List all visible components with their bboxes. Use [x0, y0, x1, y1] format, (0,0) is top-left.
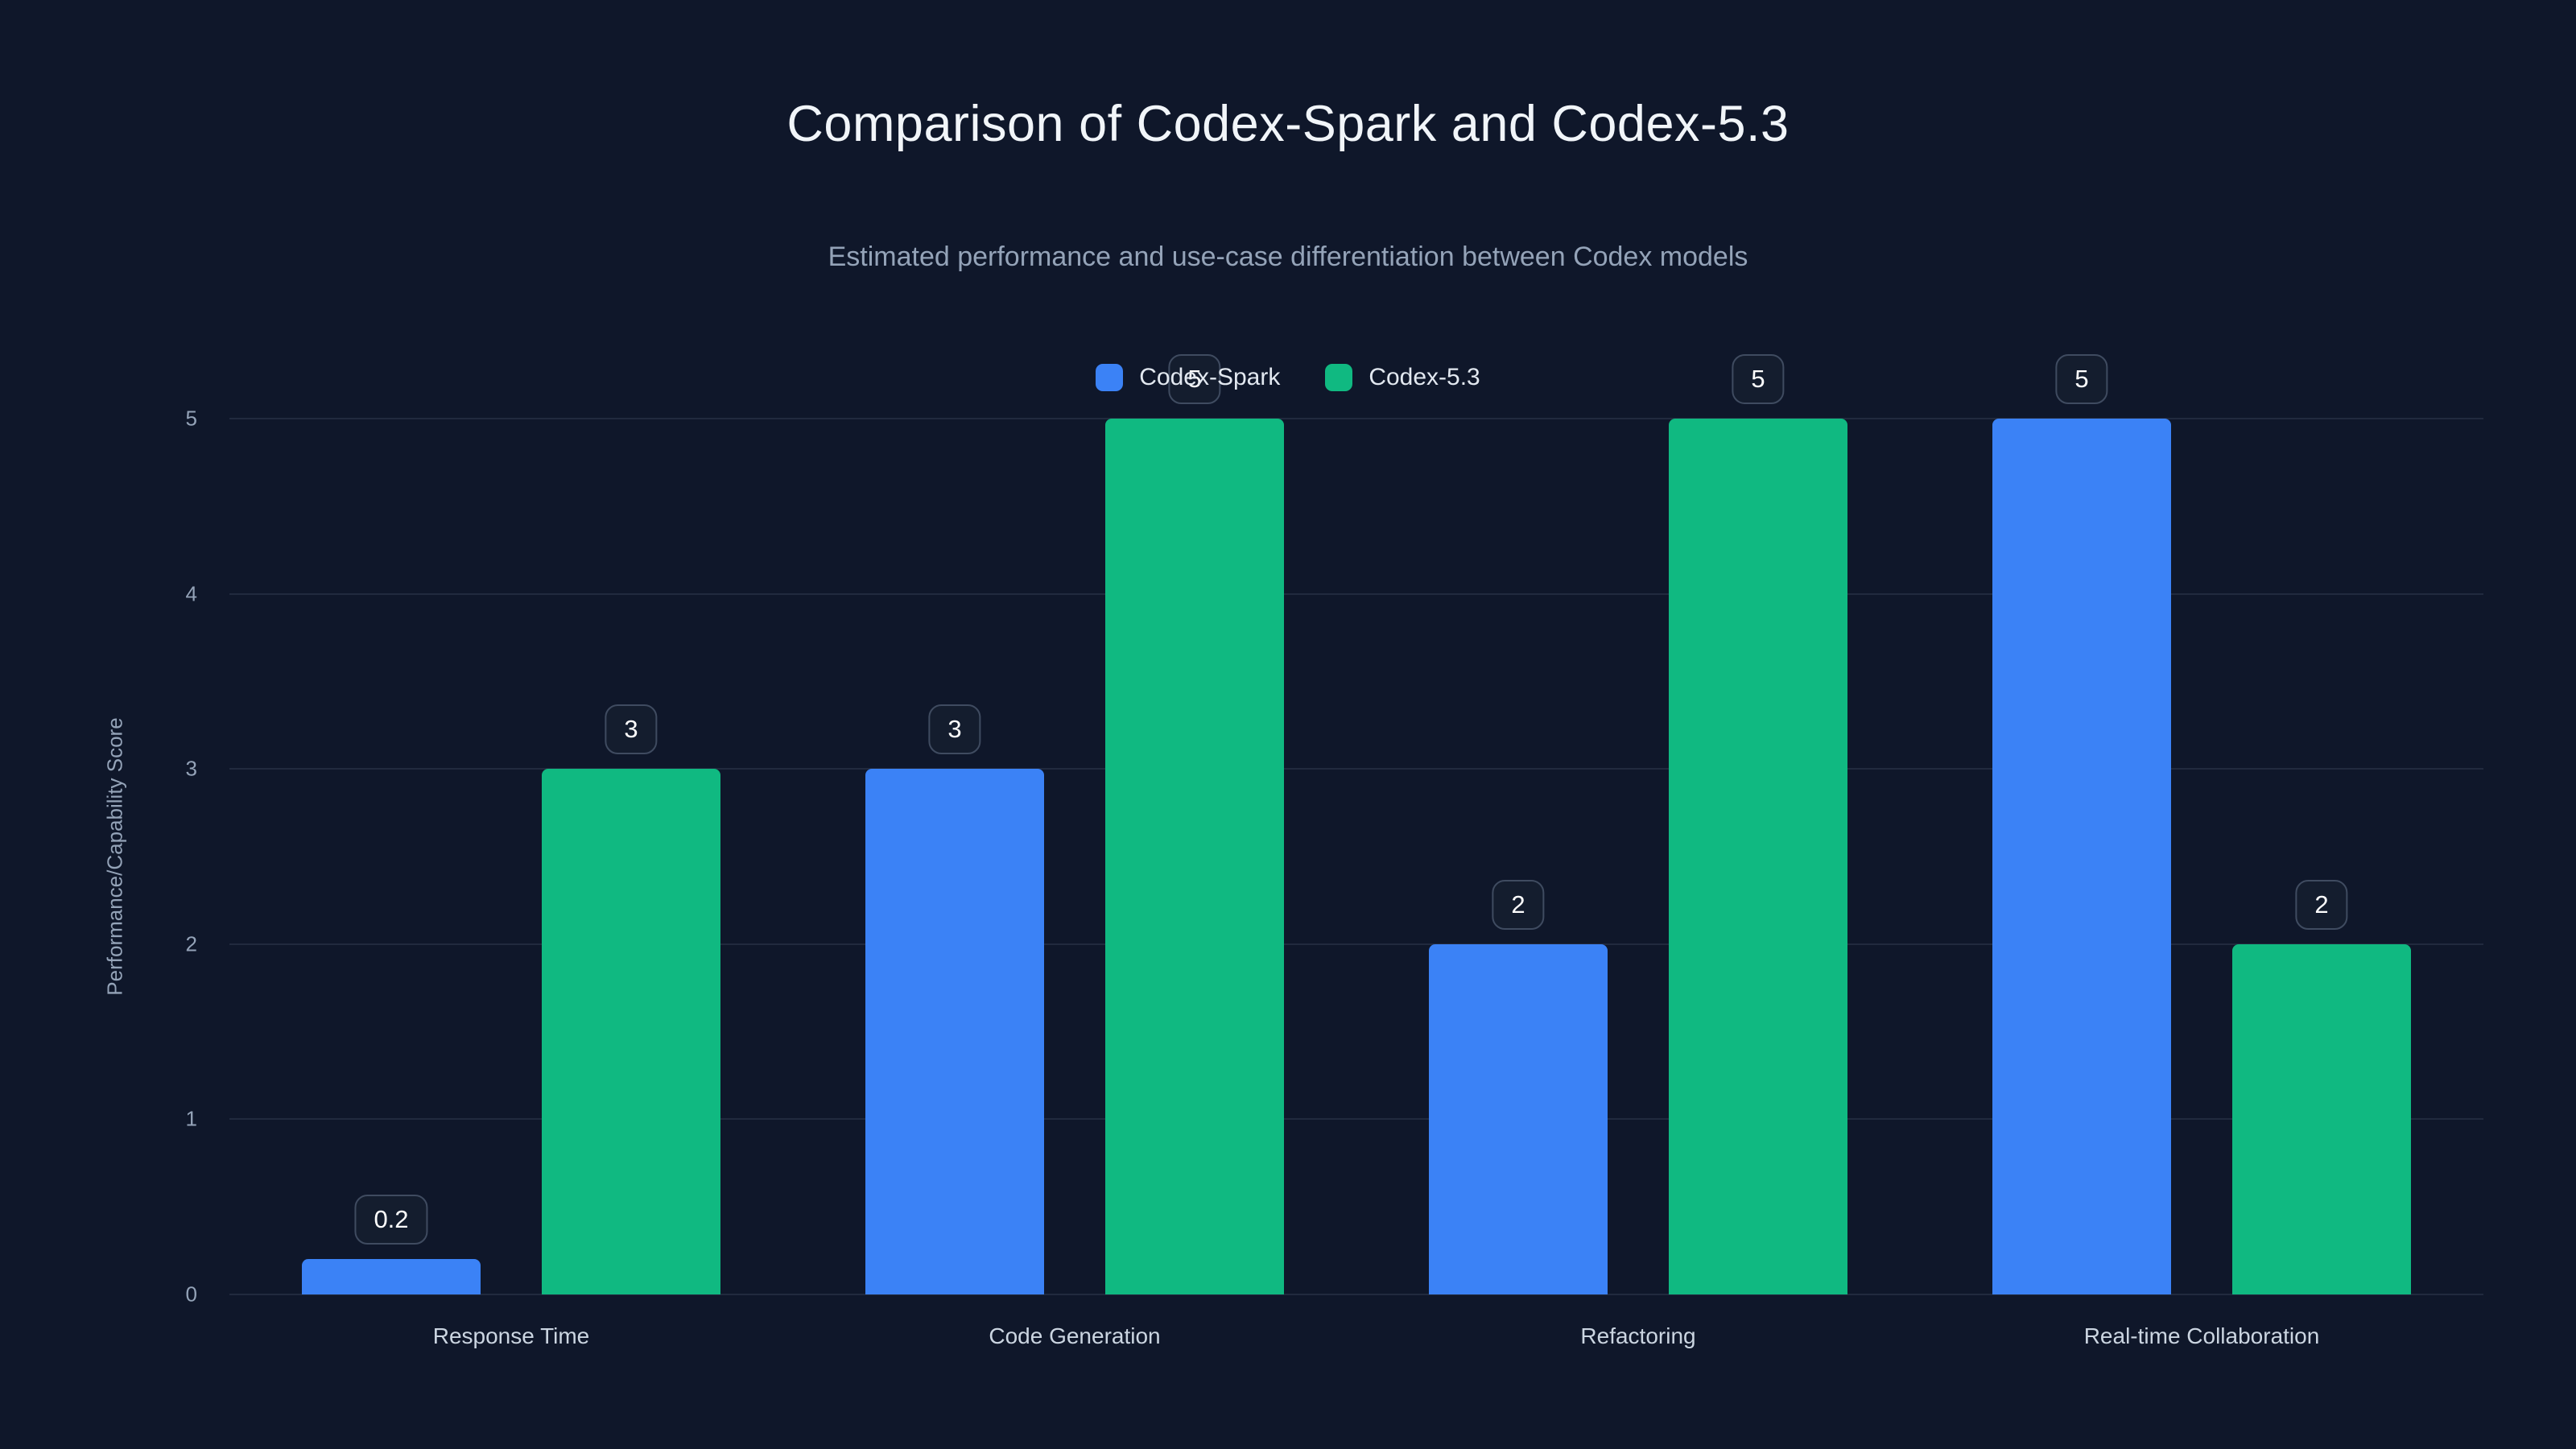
bar-codex-5-3-refactoring[interactable] [1669, 419, 1847, 1294]
value-badge: 5 [1168, 354, 1221, 404]
value-badge: 2 [1492, 879, 1545, 930]
legend-label: Codex-5.3 [1368, 364, 1480, 390]
bar-series: 0.2 3 3 5 2 5 5 2 [229, 354, 2483, 1294]
y-tick-label: 0 [185, 1282, 197, 1307]
y-tick-label: 3 [185, 756, 197, 781]
barwrap-codex-spark-refactoring: 2 [1429, 419, 1608, 1294]
y-tick-label: 2 [185, 931, 197, 956]
x-category-label: Code Generation [989, 1323, 1161, 1348]
gridline [229, 1294, 2483, 1295]
value-badge: 2 [2295, 879, 2348, 930]
legend: Codex-Spark Codex-5.3 [0, 364, 2576, 391]
gridline [229, 768, 2483, 770]
x-category-label: Real-time Collaboration [2083, 1323, 2320, 1348]
barwrap-codex-5-3-response-time: 3 [542, 419, 720, 1294]
value-badge: 0.2 [354, 1195, 428, 1245]
barwrap-codex-spark-response-time: 0.2 [302, 419, 481, 1294]
x-category-label: Refactoring [1580, 1323, 1696, 1348]
value-badge: 5 [1732, 354, 1785, 404]
barwrap-codex-spark-code-generation: 3 [865, 419, 1044, 1294]
y-tick-label: 4 [185, 581, 197, 606]
gridline [229, 592, 2483, 595]
bar-codex-spark-code-generation[interactable] [865, 769, 1044, 1294]
y-tick-label: 1 [185, 1106, 197, 1131]
bar-group-response-time: 0.2 3 [229, 419, 793, 1294]
barwrap-codex-5-3-refactoring: 5 [1669, 354, 1847, 1294]
value-badge: 5 [2055, 354, 2108, 404]
chart-title: Comparison of Codex-Spark and Codex-5.3 [786, 96, 1790, 152]
y-tick-label: 5 [185, 406, 197, 431]
bar-codex-5-3-real-time-collaboration[interactable] [2232, 943, 2411, 1294]
gridline [229, 943, 2483, 945]
legend-label: Codex-Spark [1139, 364, 1281, 390]
barwrap-codex-spark-real-time-collaboration: 5 [1992, 354, 2171, 1294]
legend-swatch [1096, 364, 1124, 391]
bar-codex-spark-refactoring[interactable] [1429, 943, 1608, 1294]
legend-item-codex-spark[interactable]: Codex-Spark [1096, 364, 1280, 391]
x-category-label: Response Time [432, 1323, 590, 1348]
value-badge: 3 [605, 704, 658, 755]
bar-codex-5-3-response-time[interactable] [542, 769, 720, 1294]
chart-subtitle: Estimated performance and use-case diffe… [828, 242, 1748, 272]
barwrap-codex-5-3-real-time-collaboration: 2 [2232, 419, 2411, 1294]
barwrap-codex-5-3-code-generation: 5 [1105, 354, 1284, 1294]
bar-codex-5-3-code-generation[interactable] [1105, 419, 1284, 1294]
x-axis-labels: Response Time Code Generation Refactoring R… [229, 1323, 2483, 1349]
legend-item-codex-5-3[interactable]: Codex-5.3 [1325, 364, 1480, 391]
bar-codex-spark-real-time-collaboration[interactable] [1992, 419, 2171, 1294]
value-badge: 3 [928, 704, 981, 755]
legend-swatch [1325, 364, 1353, 391]
gridline [229, 418, 2483, 419]
gridline [229, 1118, 2483, 1121]
y-axis-label: Performance/Capability Score [102, 717, 127, 996]
bar-codex-spark-response-time[interactable] [302, 1259, 481, 1294]
